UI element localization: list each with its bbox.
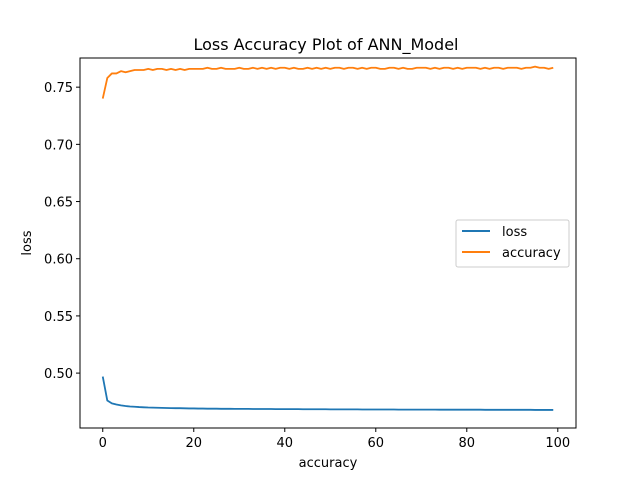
x-tick-label: 0 bbox=[99, 436, 107, 451]
legend-label-loss: loss bbox=[502, 225, 527, 240]
series-line-accuracy bbox=[101, 65, 554, 99]
x-tick-label: 20 bbox=[185, 436, 202, 451]
x-tick-label: 100 bbox=[545, 436, 570, 451]
x-tick-label: 40 bbox=[276, 436, 293, 451]
plot-area-frame bbox=[79, 57, 577, 429]
y-tick-label: 0.70 bbox=[44, 138, 73, 153]
chart-title: Loss Accuracy Plot of ANN_Model bbox=[194, 35, 459, 55]
y-tick-label: 0.55 bbox=[44, 310, 73, 325]
y-axis-label: loss bbox=[20, 230, 35, 255]
y-tick-label: 0.60 bbox=[44, 253, 73, 268]
legend: loss accuracy bbox=[455, 219, 570, 268]
series-line-loss bbox=[101, 376, 554, 411]
legend-label-accuracy: accuracy bbox=[502, 246, 561, 261]
y-tick-label: 0.75 bbox=[44, 81, 73, 96]
y-axis: 0.50 0.55 0.60 0.65 0.70 0.75 bbox=[44, 81, 80, 382]
y-tick-label: 0.50 bbox=[44, 367, 73, 382]
x-tick-label: 60 bbox=[368, 436, 385, 451]
series-group bbox=[101, 65, 554, 411]
x-tick-label: 80 bbox=[459, 436, 476, 451]
y-tick-label: 0.65 bbox=[44, 196, 73, 211]
x-axis: 0 20 40 60 80 100 bbox=[99, 428, 570, 451]
x-axis-label: accuracy bbox=[299, 456, 358, 471]
